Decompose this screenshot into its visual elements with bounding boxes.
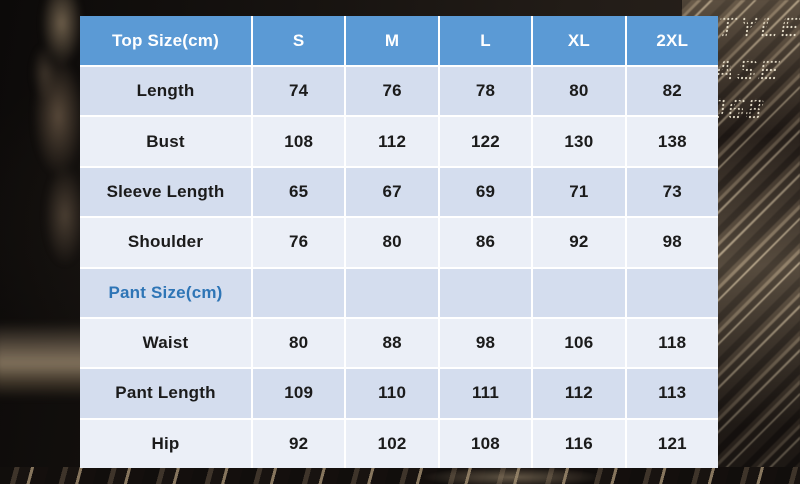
header-row-label: Top Size(cm) xyxy=(80,16,251,65)
table-cell-value: 130 xyxy=(533,117,625,166)
table-cell-value: 80 xyxy=(253,318,345,368)
table-cell-value: 76 xyxy=(346,67,438,116)
table-cell-value: 121 xyxy=(626,419,718,468)
column-header-xl: XL xyxy=(533,16,625,65)
row-label: Pant Length xyxy=(80,369,251,418)
table-cell-value: 71 xyxy=(533,167,625,217)
table-cell-value: 108 xyxy=(253,117,345,166)
table-cell-value xyxy=(439,268,532,317)
table-cell-value: 92 xyxy=(253,419,345,468)
table-cell-value xyxy=(346,268,438,317)
watermark-line: 068 xyxy=(707,93,800,126)
table-cell-value: 98 xyxy=(626,218,718,267)
table-cell-value: 67 xyxy=(346,167,438,217)
table-cell-value: 122 xyxy=(439,117,532,166)
table-cell-value: 111 xyxy=(439,369,532,418)
watermark-line: ASE xyxy=(711,54,800,87)
table-cell-value: 73 xyxy=(626,167,718,217)
table-cell-value: 112 xyxy=(533,369,625,418)
column-header-l: L xyxy=(439,16,532,65)
table-cell-value: 88 xyxy=(346,318,438,368)
table-cell-value: 78 xyxy=(439,67,532,116)
table-cell-value xyxy=(533,268,625,317)
rope-texture-left xyxy=(12,0,92,296)
column-header-s: S xyxy=(253,16,345,65)
table-cell-value: 74 xyxy=(253,67,345,116)
table-cell-value: 69 xyxy=(439,167,532,217)
table-cell-value: 80 xyxy=(533,67,625,116)
table-cell-value: 80 xyxy=(346,218,438,267)
table-cell-value: 138 xyxy=(626,117,718,166)
column-header-2xl: 2XL xyxy=(626,16,718,65)
table-cell-value: 112 xyxy=(346,117,438,166)
table-cell-value: 82 xyxy=(626,67,718,116)
table-cell-value: 98 xyxy=(439,318,532,368)
table-cell-value xyxy=(626,268,718,317)
row-label: Sleeve Length xyxy=(80,167,251,217)
watermark-text: TYLE ASE 068 xyxy=(707,11,800,126)
table-cell-value xyxy=(253,268,345,317)
table-cell-value: 65 xyxy=(253,167,345,217)
straw-texture-bottom xyxy=(0,467,800,484)
table-cell-value: 113 xyxy=(626,369,718,418)
row-label: Waist xyxy=(80,318,251,368)
row-label: Shoulder xyxy=(80,218,251,267)
table-cell-value: 116 xyxy=(533,419,625,468)
stick-streak-left xyxy=(0,322,90,398)
table-cell-value: 92 xyxy=(533,218,625,267)
row-label: Hip xyxy=(80,419,251,468)
table-cell-value: 110 xyxy=(346,369,438,418)
section-row-label: Pant Size(cm) xyxy=(80,268,251,317)
table-cell-value: 102 xyxy=(346,419,438,468)
table-cell-value: 106 xyxy=(533,318,625,368)
table-cell-value: 109 xyxy=(253,369,345,418)
watermark-line: TYLE xyxy=(716,11,800,44)
size-table: Top Size(cm) S M L XL 2XL Length 74 76 78 80 82 Bust… xyxy=(80,16,718,468)
table-cell-value: 76 xyxy=(253,218,345,267)
row-label: Length xyxy=(80,67,251,116)
table-cell-value: 108 xyxy=(439,419,532,468)
row-label: Bust xyxy=(80,117,251,166)
table-cell-value: 86 xyxy=(439,218,532,267)
column-header-m: M xyxy=(346,16,438,65)
table-cell-value: 118 xyxy=(626,318,718,368)
